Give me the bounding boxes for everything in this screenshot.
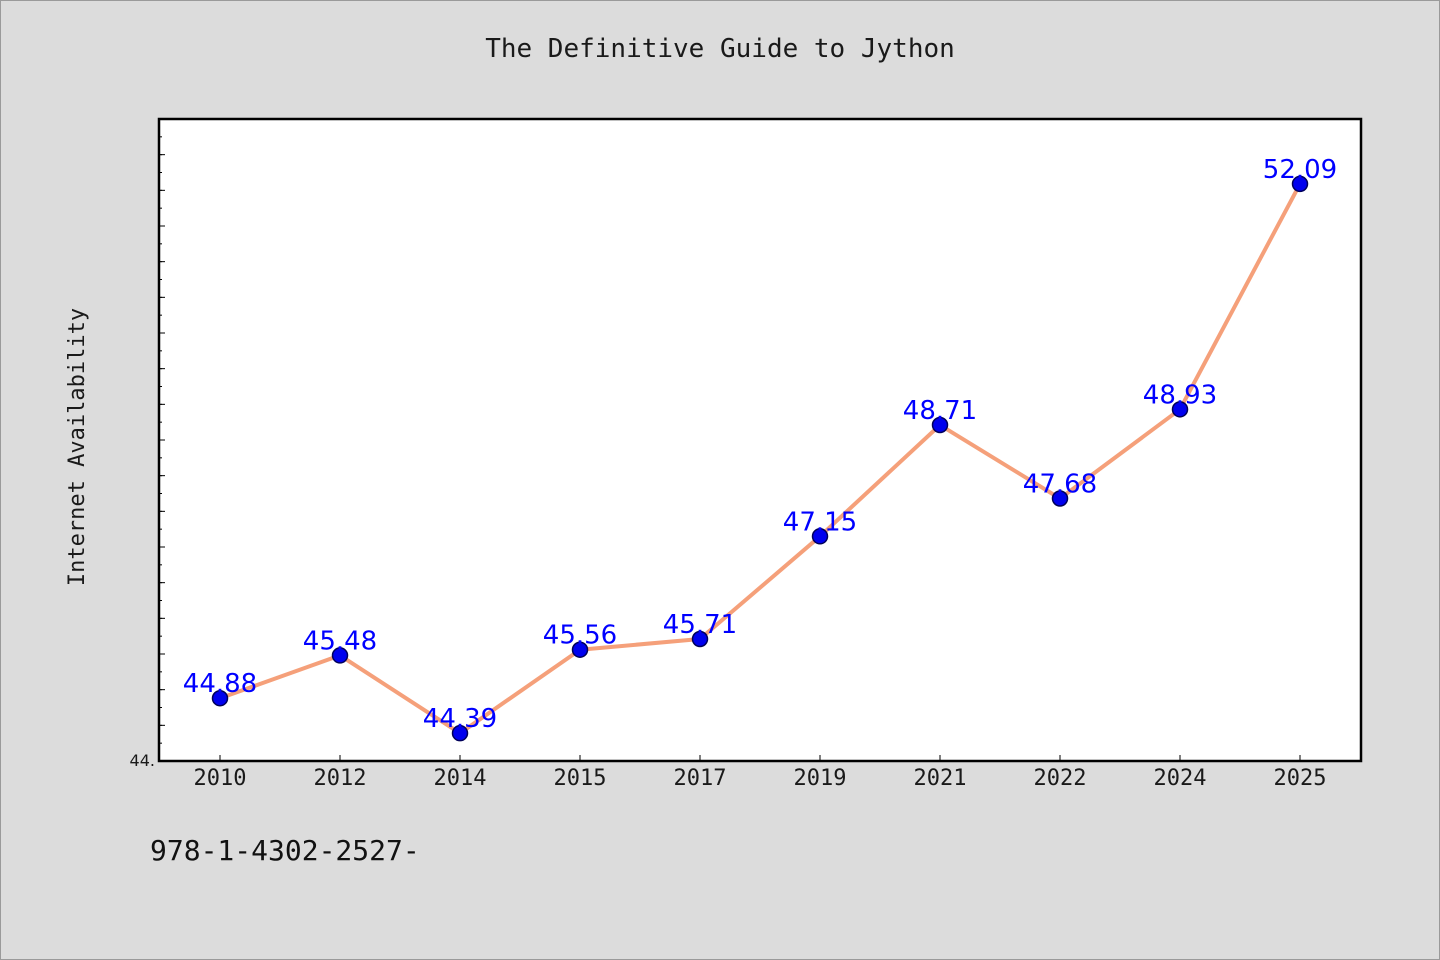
- plot-area: [159, 119, 1361, 761]
- chart-title: The Definitive Guide to Jython: [485, 34, 955, 64]
- data-label: 52.09: [1263, 155, 1337, 185]
- footer-code: 978-1-4302-2527-: [150, 834, 420, 867]
- x-tick-label: 2024: [1154, 766, 1207, 791]
- data-point: [1171, 401, 1189, 418]
- x-tick-label: 2015: [554, 766, 607, 791]
- x-tick-label: 2025: [1274, 766, 1327, 791]
- x-tick-label: 2012: [314, 766, 367, 791]
- y-axis-label: Internet Availability: [65, 308, 90, 586]
- data-label: 45.71: [663, 610, 737, 640]
- data-point: [931, 416, 949, 434]
- data-labels: 44.88 45.48 44.39 45.56 45.71 47.15 48.71 47.68…: [183, 155, 1337, 734]
- data-point: [451, 724, 469, 742]
- x-tick-label: 2019: [794, 766, 847, 791]
- data-point: [331, 647, 349, 664]
- data-label: 47.68: [1023, 469, 1097, 499]
- data-label: 47.15: [783, 507, 857, 537]
- x-axis-tick-labels: 2010 2012 2014 2015 2017 2019 2021 2022 2024 2025: [194, 766, 1327, 791]
- x-tick-label: 2022: [1034, 766, 1087, 791]
- x-tick-label: 2010: [194, 766, 247, 791]
- data-label: 44.88: [183, 669, 257, 699]
- x-tick-label: 2014: [434, 766, 487, 791]
- x-tick-label: 2017: [674, 766, 727, 791]
- data-label: 45.48: [303, 626, 377, 656]
- series-line: [219, 182, 1302, 736]
- y-axis-tick-label: 44.: [130, 751, 155, 770]
- data-label: 45.56: [543, 621, 617, 651]
- data-point: [211, 689, 229, 707]
- series-markers: [211, 175, 1309, 742]
- data-point: [571, 641, 589, 658]
- data-point: [811, 528, 829, 545]
- x-tick-label: 2021: [914, 766, 967, 791]
- data-label: 48.71: [903, 396, 977, 426]
- data-point: [1051, 490, 1069, 507]
- plot-border: [157, 117, 1363, 763]
- data-point: [1291, 175, 1309, 193]
- data-point: [691, 630, 709, 648]
- data-label: 48.93: [1143, 380, 1217, 410]
- data-label: 44.39: [423, 704, 497, 734]
